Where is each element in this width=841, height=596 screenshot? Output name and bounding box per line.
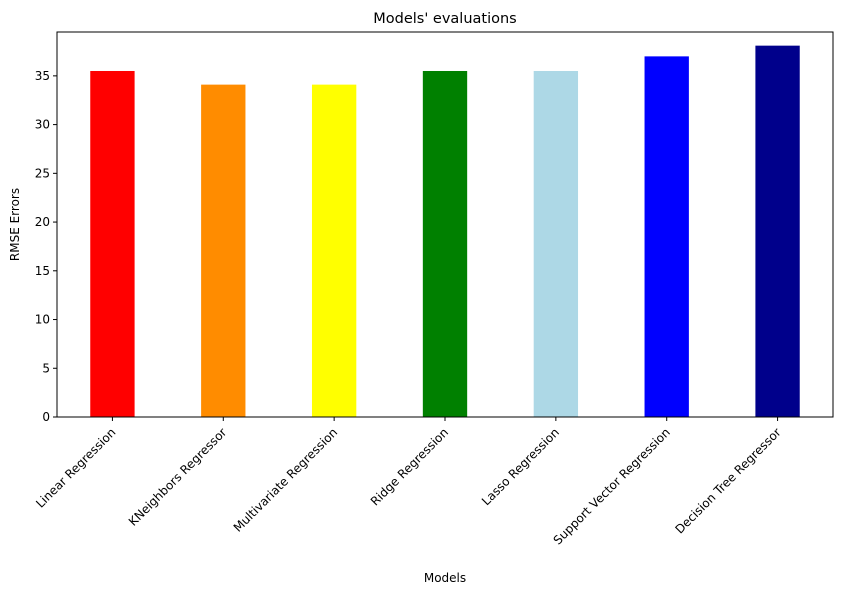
y-tick-label: 30: [35, 118, 50, 132]
x-tick-label: Multivariate Regression: [231, 425, 341, 535]
x-axis-label: Models: [424, 571, 466, 585]
y-tick-label: 25: [35, 166, 50, 180]
y-tick-label: 10: [35, 313, 50, 327]
x-tick-label: KNeighbors Regressor: [126, 425, 230, 529]
bar-ridge-regression: [422, 70, 468, 418]
chart-title: Models' evaluations: [373, 11, 517, 27]
bar-lasso-regression: [533, 70, 579, 418]
x-axis-ticks: Linear Regression KNeighbors Regressor Mul…: [33, 417, 784, 548]
bars-group: [90, 45, 800, 418]
x-tick-label: Linear Regression: [33, 425, 118, 510]
y-axis-ticks: 0 5 10 15 20 25 30 35: [35, 69, 57, 424]
y-axis-label: RMSE Errors: [8, 188, 22, 261]
bar-multivariate-regression: [311, 84, 357, 417]
y-tick-label: 35: [35, 69, 50, 83]
y-tick-label: 5: [42, 361, 50, 375]
bar-kneighbors-regressor: [201, 84, 246, 417]
x-tick-label: Support Vector Regression: [551, 425, 673, 547]
y-tick-label: 20: [35, 215, 50, 229]
y-tick-label: 0: [42, 410, 50, 424]
bar-decision-tree-regressor: [755, 45, 800, 418]
y-tick-label: 15: [35, 264, 50, 278]
bar-support-vector-regression: [644, 56, 689, 418]
x-tick-label: Decision Tree Regressor: [672, 425, 783, 536]
bar-linear-regression: [90, 70, 135, 418]
x-tick-label: Ridge Regression: [368, 425, 451, 508]
plot-frame: [56, 31, 834, 418]
x-tick-label: Lasso Regression: [479, 425, 562, 508]
